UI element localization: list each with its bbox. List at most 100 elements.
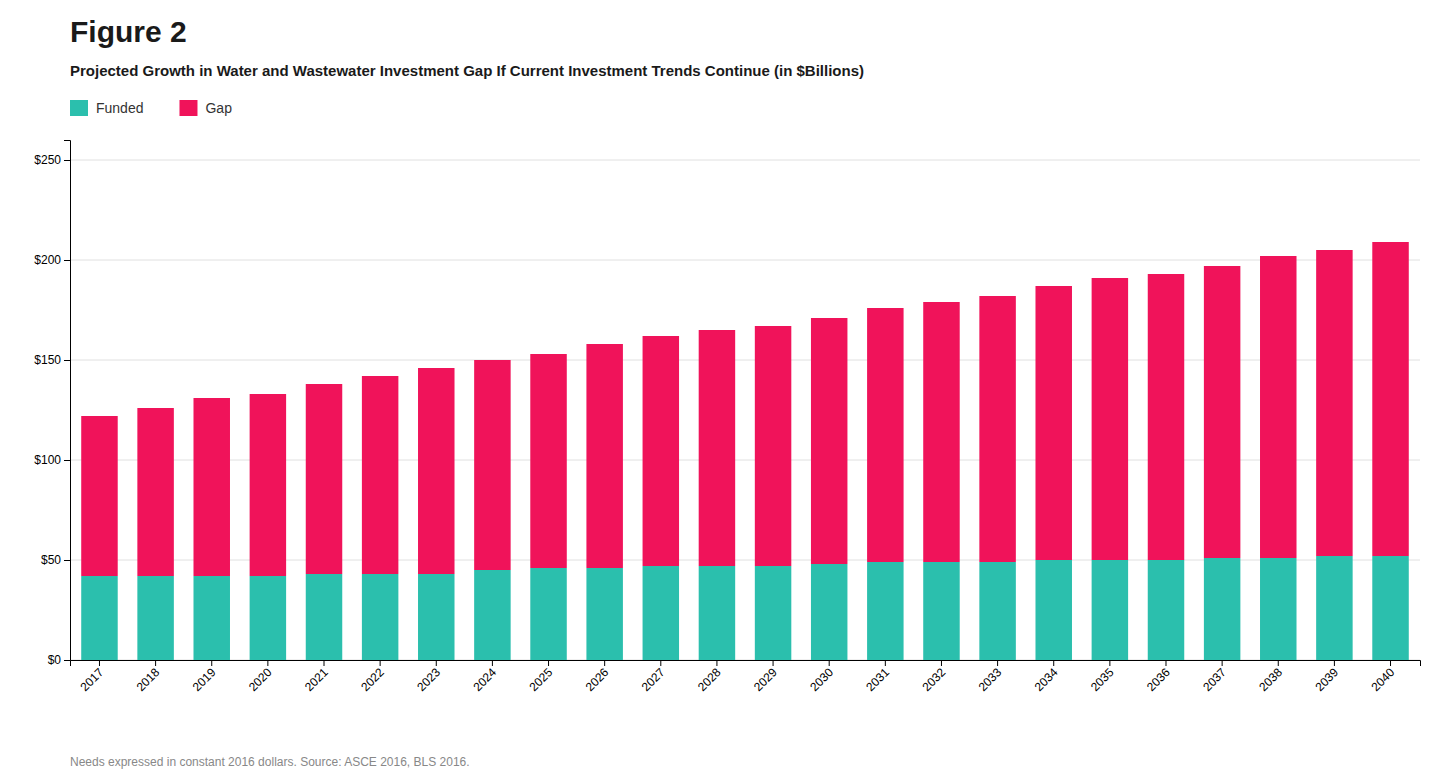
y-axis: $0 $50 $100 $150 $200 $250 [34, 141, 70, 668]
tick: $100 [34, 453, 70, 467]
tick-label: 2023 [414, 665, 443, 694]
bar [193, 398, 229, 576]
bar [1092, 278, 1128, 560]
axis-line [64, 141, 71, 661]
tick-label: 2024 [470, 665, 499, 694]
tick: 2027 [639, 660, 668, 694]
tick: $150 [34, 353, 70, 367]
tick: 2024 [470, 660, 499, 694]
tick-mark [436, 660, 437, 666]
tick: 2028 [695, 660, 724, 694]
bar [81, 576, 117, 660]
tick-label: 2033 [976, 665, 1005, 694]
bar [81, 416, 117, 576]
bar [1260, 558, 1296, 660]
bar [1260, 256, 1296, 558]
bar [306, 384, 342, 574]
bar [362, 574, 398, 660]
bar [755, 566, 791, 660]
x-axis: 2017 2018 2019 2020 2021 2022 2023 2024 2025 2026… [71, 660, 1421, 694]
tick-mark [604, 660, 605, 666]
tick-mark [829, 660, 830, 666]
tick: 2018 [134, 660, 163, 694]
tick-label: $150 [34, 353, 61, 367]
tick: 2037 [1200, 660, 1229, 694]
bar [1092, 560, 1128, 660]
tick-label: 2025 [527, 665, 556, 694]
tick-label: 2020 [246, 665, 275, 694]
tick: $50 [41, 553, 70, 567]
tick-mark [380, 660, 381, 666]
tick-label: 2017 [77, 665, 106, 694]
tick-label: $0 [48, 653, 62, 667]
tick-label: 2018 [134, 665, 163, 694]
tick: 2026 [583, 660, 612, 694]
bar [699, 566, 735, 660]
tick-label: 2026 [583, 665, 612, 694]
chart: Figure 2Projected Growth in Water and Wa… [0, 0, 1450, 780]
tick: 2025 [527, 660, 556, 694]
bar [193, 576, 229, 660]
tick-mark [211, 660, 212, 666]
tick-mark [941, 660, 942, 666]
tick-mark [1222, 660, 1223, 666]
tick-mark [716, 660, 717, 666]
tick-label: 2035 [1088, 665, 1117, 694]
footnote: Needs expressed in constant 2016 dollars… [70, 755, 470, 769]
bar [362, 376, 398, 574]
tick-label: $50 [41, 553, 61, 567]
bars [81, 242, 1409, 660]
bar [306, 574, 342, 660]
tick-mark [64, 360, 70, 361]
legend-item: Gap [179, 100, 232, 116]
chart-container: Figure 2Projected Growth in Water and Wa… [0, 0, 1450, 780]
tick-mark [64, 460, 70, 461]
tick: 2030 [807, 660, 836, 694]
bar [979, 296, 1015, 562]
tick-mark [1334, 660, 1335, 666]
tick-label: 2021 [302, 665, 331, 694]
tick-label: 2030 [807, 665, 836, 694]
bar [1148, 274, 1184, 560]
bar [979, 562, 1015, 660]
tick: 2023 [414, 660, 443, 694]
tick-label: 2019 [190, 665, 219, 694]
bar [137, 408, 173, 576]
tick-label: $250 [34, 153, 61, 167]
bar [1372, 556, 1408, 660]
series [81, 242, 1409, 576]
tick-label: 2031 [863, 665, 892, 694]
bar [418, 368, 454, 574]
tick: 2022 [358, 660, 387, 694]
tick-mark [548, 660, 549, 666]
tick-mark [1165, 660, 1166, 666]
tick: 2040 [1369, 660, 1398, 694]
tick-mark [1109, 660, 1110, 666]
tick-label: 2029 [751, 665, 780, 694]
tick-mark [1390, 660, 1391, 666]
tick: 2029 [751, 660, 780, 694]
bar [811, 564, 847, 660]
tick: $250 [34, 153, 70, 167]
tick-mark [660, 660, 661, 666]
tick-label: 2022 [358, 665, 387, 694]
bar [418, 574, 454, 660]
bar [1035, 560, 1071, 660]
tick: 2017 [77, 660, 106, 694]
tick-mark [1278, 660, 1279, 666]
bar [530, 354, 566, 568]
tick: $200 [34, 253, 70, 267]
tick-mark [492, 660, 493, 666]
subtitle: Projected Growth in Water and Wastewater… [70, 62, 864, 79]
tick-mark [324, 660, 325, 666]
legend: Funded Gap [70, 100, 232, 116]
tick-label: 2027 [639, 665, 668, 694]
bar [867, 562, 903, 660]
bar [137, 576, 173, 660]
tick: $0 [48, 653, 70, 667]
legend-label: Funded [96, 100, 143, 116]
tick-label: 2028 [695, 665, 724, 694]
legend-swatch [70, 100, 88, 116]
tick-mark [64, 660, 70, 661]
bar [643, 566, 679, 660]
